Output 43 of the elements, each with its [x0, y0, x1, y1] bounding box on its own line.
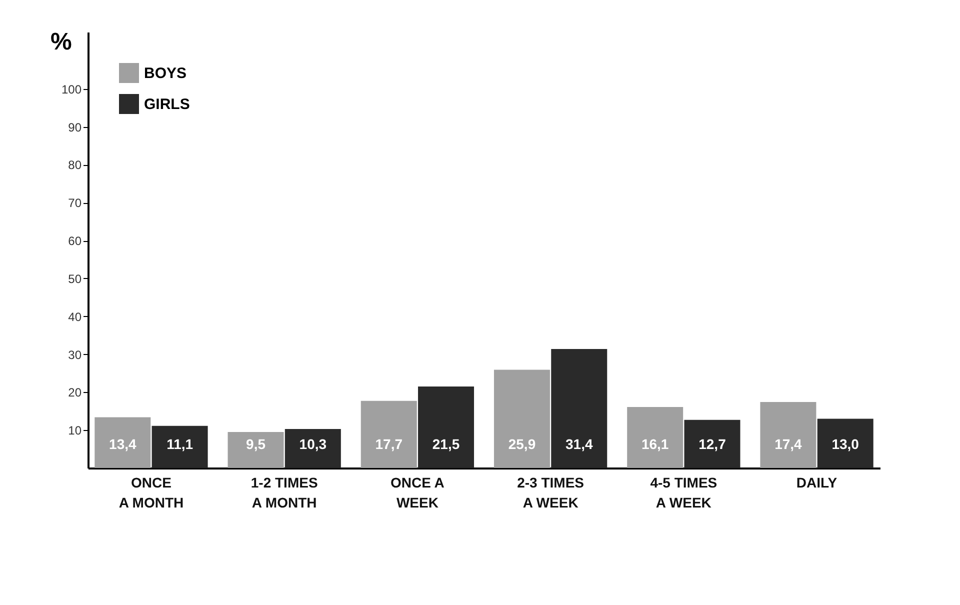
y-tick-label: 90	[68, 120, 82, 134]
x-tick-label: 4-5 TIMES A WEEK	[650, 474, 718, 510]
bar	[228, 432, 284, 468]
y-tick-label: 50	[68, 272, 82, 286]
data-label: 10,3	[299, 436, 327, 452]
bar	[684, 420, 740, 468]
bar	[360, 400, 417, 468]
y-tick-label: 10	[68, 424, 82, 438]
data-label: 12,7	[698, 436, 726, 452]
y-tick-label: 20	[68, 386, 82, 400]
x-tick-label: 2-3 TIMES A WEEK	[517, 474, 584, 510]
y-tick-label: 30	[68, 348, 82, 362]
x-tick-label: ONCE A MONTH	[118, 474, 184, 510]
data-label: 11,1	[166, 436, 194, 452]
bar	[152, 426, 208, 468]
bar	[760, 402, 816, 468]
data-label: 13,0	[832, 436, 860, 452]
x-tick-label: DAILY	[796, 474, 838, 490]
bar	[817, 418, 874, 468]
legend-label: GIRLS	[144, 96, 190, 113]
bar	[551, 348, 608, 468]
data-label: 17,4	[774, 436, 802, 452]
data-label: 25,9	[508, 436, 536, 452]
bar	[494, 370, 550, 468]
bar	[418, 386, 474, 468]
y-tick-label: 40	[68, 310, 82, 324]
data-label: 16,1	[641, 436, 669, 452]
data-label: 17,7	[375, 436, 403, 452]
data-label: 13,4	[109, 436, 136, 452]
data-label: 31,4	[566, 436, 593, 452]
data-label: 9,5	[246, 436, 266, 452]
y-axis-title: %	[50, 28, 72, 56]
y-tick-label: 80	[68, 158, 82, 172]
data-label: 21,5	[432, 436, 460, 452]
bar	[284, 428, 341, 468]
x-tick-label: 1-2 TIMES A MONTH	[250, 474, 318, 510]
y-tick-label: 100	[61, 82, 82, 96]
y-tick-label: 70	[68, 196, 82, 210]
legend-label: BOYS	[144, 65, 187, 82]
bar	[94, 417, 151, 468]
x-tick-label: ONCE A WEEK	[390, 474, 444, 510]
y-tick-label: 60	[68, 234, 82, 248]
bar	[627, 406, 684, 468]
